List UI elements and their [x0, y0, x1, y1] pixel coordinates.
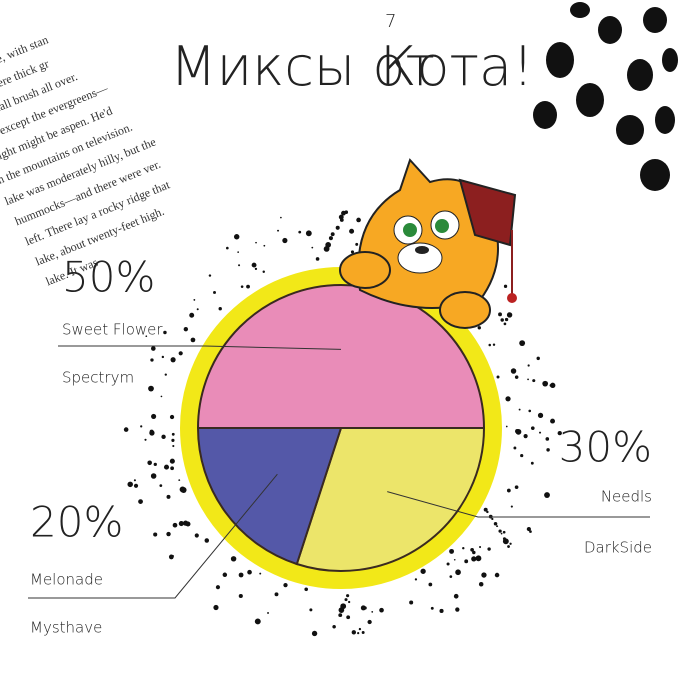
leader-line — [387, 491, 650, 518]
value-label: 20% — [30, 498, 123, 547]
leader-line — [58, 345, 342, 350]
pie — [196, 284, 486, 572]
title-end: Кота! — [380, 35, 534, 98]
category-label: Needls — [601, 488, 652, 506]
category-label: Spectrym — [62, 369, 134, 387]
category-label: Mysthave — [30, 619, 102, 637]
pie-slice — [196, 427, 343, 566]
labels: 50% Sweet Flower Spectrym 30% Needls DarkSide… — [28, 253, 652, 637]
leader-line — [28, 473, 278, 599]
title-text: Миксы от — [170, 35, 435, 98]
category-label: Sweet Flower — [62, 321, 163, 339]
category-label: DarkSide — [584, 539, 652, 557]
title: Миксы от 7 Кота! — [170, 11, 534, 98]
pie-slice — [196, 284, 486, 429]
category-label: Melonade — [30, 571, 103, 589]
dots-decoration — [533, 2, 678, 191]
value-label: 30% — [559, 423, 652, 472]
pie-slice — [295, 427, 486, 572]
title-mark: 7 — [385, 11, 396, 32]
cat — [339, 158, 517, 329]
splatter — [123, 210, 562, 637]
value-label: 50% — [62, 253, 155, 302]
